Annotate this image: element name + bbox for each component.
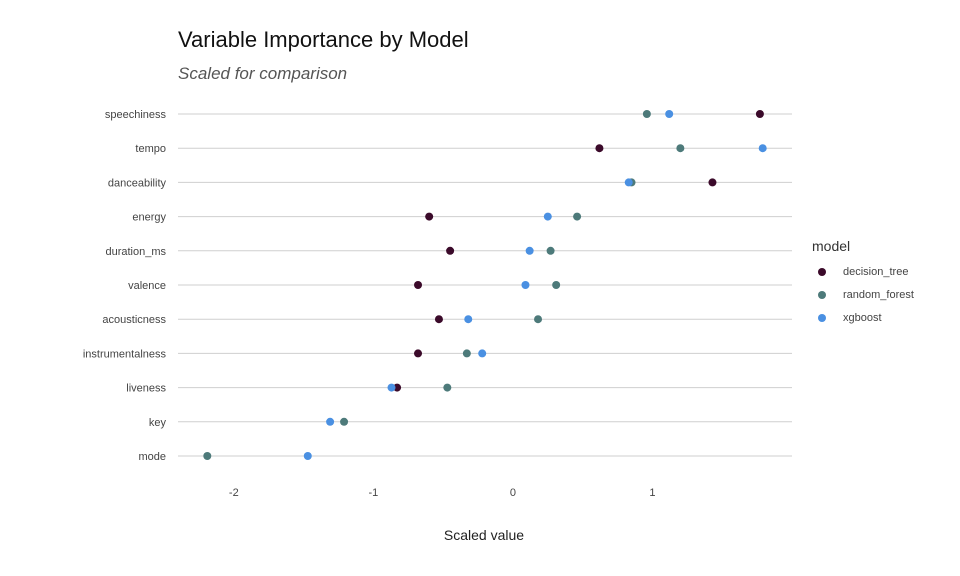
legend-title: model xyxy=(812,238,851,254)
x-tick-label: -2 xyxy=(229,487,239,499)
x-axis-label: Scaled value xyxy=(443,527,525,543)
data-point-xgboost xyxy=(665,110,674,118)
chart-subtitle: Scaled for comparison xyxy=(178,64,348,83)
gridlines xyxy=(178,113,792,457)
y-tick-label: duration_ms xyxy=(105,246,166,258)
data-point-random-forest xyxy=(340,417,349,426)
data-point-decision-tree xyxy=(446,246,455,255)
data-point-decision-tree xyxy=(755,110,764,118)
legend-marker xyxy=(818,314,826,322)
data-point-decision-tree xyxy=(414,281,423,289)
data-point-random-forest xyxy=(642,110,651,118)
data-point-xgboost xyxy=(521,281,530,289)
data-point-random-forest xyxy=(676,144,685,153)
data-point-xgboost xyxy=(387,383,396,392)
legend-marker xyxy=(818,268,826,276)
data-point-random-forest xyxy=(203,452,212,460)
data-point-random-forest xyxy=(573,212,582,221)
data-point-decision-tree xyxy=(425,212,434,221)
y-tick-label: danceability xyxy=(108,177,167,189)
legend-label: xgboost xyxy=(843,312,882,324)
legend-label: decision_tree xyxy=(843,266,909,278)
y-tick-label: valence xyxy=(128,280,166,292)
y-tick-label: mode xyxy=(138,451,166,463)
y-tick-label: acousticness xyxy=(102,314,166,326)
data-point-xgboost xyxy=(464,315,473,324)
x-axis-ticks: -2 -1 0 1 xyxy=(229,487,656,499)
x-tick-label: 0 xyxy=(510,487,516,499)
data-point-decision-tree xyxy=(414,349,423,358)
data-point-xgboost xyxy=(326,417,335,426)
chart-title: Variable Importance by Model xyxy=(178,27,469,52)
y-tick-label: liveness xyxy=(126,383,166,395)
data-point-decision-tree xyxy=(708,178,717,187)
data-point-decision-tree xyxy=(434,315,443,324)
data-point-decision-tree xyxy=(595,144,604,153)
legend-label: random_forest xyxy=(843,289,914,301)
x-tick-label: -1 xyxy=(368,487,378,499)
y-tick-label: energy xyxy=(132,212,166,224)
data-points xyxy=(203,110,767,460)
legend-marker xyxy=(818,291,826,299)
y-tick-label: key xyxy=(149,417,167,429)
y-axis-labels: speechiness tempo danceability energy durati… xyxy=(83,109,167,463)
data-point-decision-tree xyxy=(393,383,402,392)
data-point-random-forest xyxy=(546,246,555,255)
data-point-random-forest xyxy=(443,383,452,392)
y-tick-label: instrumentalness xyxy=(83,348,167,360)
data-point-xgboost xyxy=(525,246,534,255)
data-point-xgboost xyxy=(478,349,487,358)
legend-item-xgboost: xgboost xyxy=(818,310,882,326)
data-point-random-forest xyxy=(462,349,471,358)
data-point-xgboost xyxy=(624,178,633,187)
legend-item-random-forest: random_forest xyxy=(818,287,914,303)
data-point-xgboost xyxy=(543,212,552,221)
data-point-random-forest xyxy=(534,315,543,324)
y-tick-label: speechiness xyxy=(105,109,167,121)
x-tick-label: 1 xyxy=(649,487,655,499)
legend-item-decision-tree: decision_tree xyxy=(818,264,908,280)
y-tick-label: tempo xyxy=(135,143,166,155)
data-point-random-forest xyxy=(552,281,561,289)
data-point-xgboost xyxy=(303,452,312,460)
data-point-xgboost xyxy=(758,144,767,153)
